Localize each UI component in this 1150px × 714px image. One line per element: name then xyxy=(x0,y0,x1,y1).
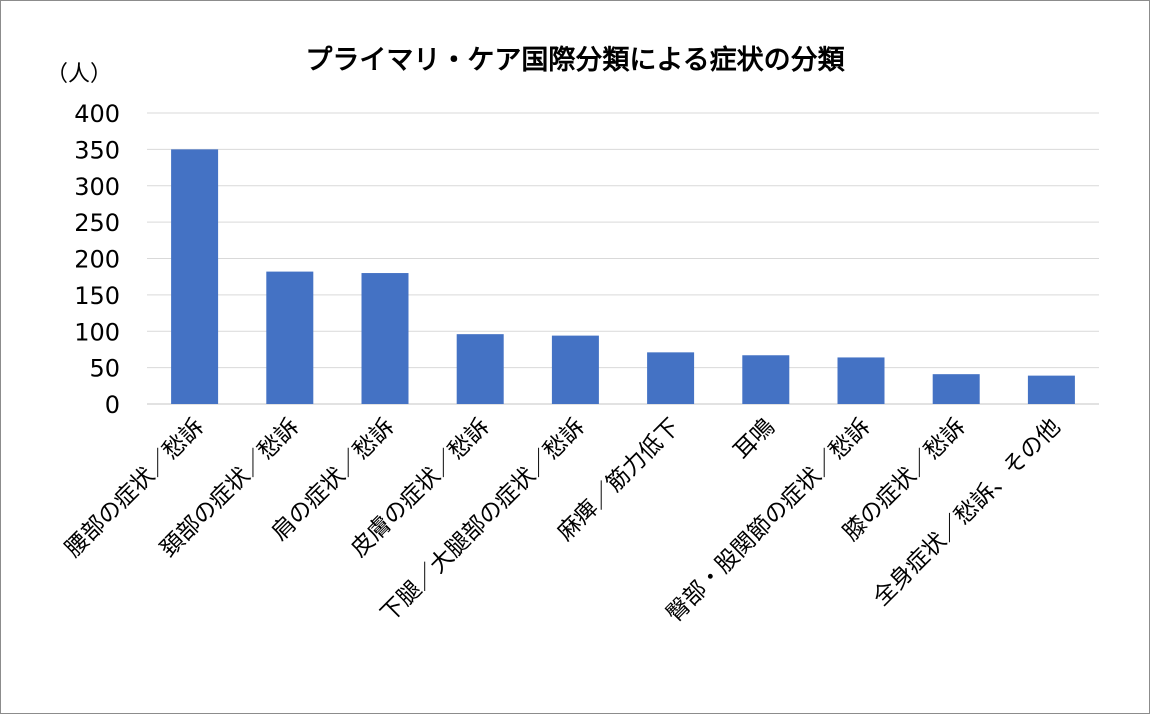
bar xyxy=(551,335,599,404)
y-tick-label: 100 xyxy=(74,318,120,346)
y-tick-label: 400 xyxy=(74,100,120,128)
y-tick-label: 250 xyxy=(74,209,120,237)
x-category-label: 臀部・股関節の症状／愁訴 xyxy=(662,414,876,628)
bar xyxy=(361,273,409,404)
bar xyxy=(647,352,695,404)
y-tick-label: 350 xyxy=(74,136,120,164)
bar xyxy=(266,271,314,404)
bar xyxy=(171,149,219,404)
chart-title: プライマリ・ケア国際分類による症状の分類 xyxy=(305,45,845,76)
x-category-label: 下腿／大腿部の症状／愁訴 xyxy=(376,414,590,628)
bar xyxy=(742,355,790,404)
y-axis-unit-label: （人） xyxy=(46,62,113,87)
bar xyxy=(1027,375,1075,404)
y-tick-label: 50 xyxy=(89,355,120,383)
y-tick-label: 0 xyxy=(105,391,120,419)
y-tick-label: 150 xyxy=(74,282,120,310)
x-category-label: 全身症状／愁訴、その他 xyxy=(868,414,1065,611)
bar xyxy=(837,357,885,404)
x-category-label: 耳鳴 xyxy=(729,414,780,465)
y-tick-label: 200 xyxy=(74,246,120,274)
bar xyxy=(456,334,504,404)
bar xyxy=(932,374,980,404)
y-tick-label: 300 xyxy=(74,173,120,201)
